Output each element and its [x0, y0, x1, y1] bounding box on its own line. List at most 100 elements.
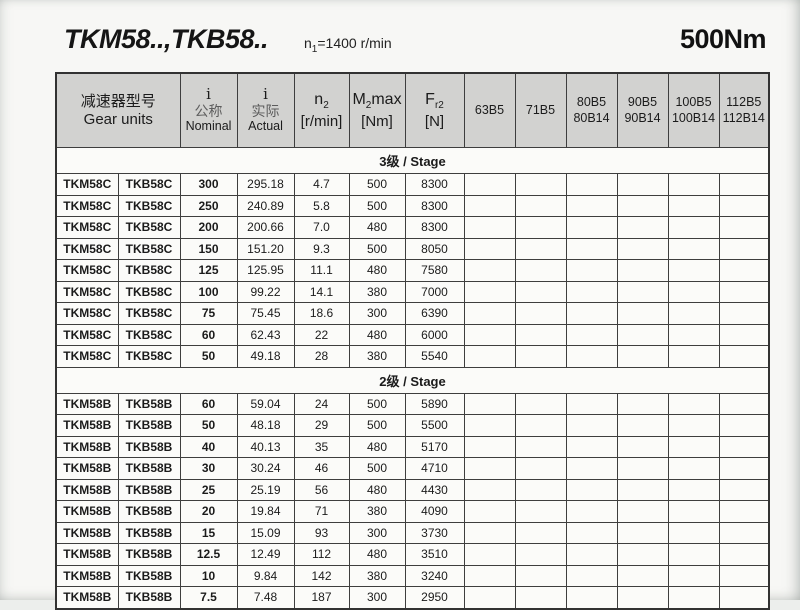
ratio-nominal-value: 12.5 [179, 543, 238, 566]
motor-cell-empty [514, 345, 567, 368]
radial-force-value: 8300 [404, 173, 465, 196]
tkm-model: TKM58C [55, 280, 119, 303]
tkm-model: TKM58B [55, 457, 119, 480]
max-torque-value: 480 [348, 323, 406, 346]
ratio-nominal-value: 15 [179, 521, 238, 544]
col-header-output-speed: n2 [r/min] [293, 72, 350, 148]
motor-cell-empty [718, 564, 770, 587]
tkm-model: TKM58C [55, 323, 119, 346]
motor-cell-empty [718, 302, 770, 325]
motor-cell-empty [565, 259, 618, 282]
max-torque-value: 300 [348, 586, 406, 609]
motor-cell-empty [565, 302, 618, 325]
motor-cell-empty [718, 173, 770, 196]
motor-cell-empty [514, 435, 567, 458]
motor-cell-empty [667, 345, 720, 368]
ratio-nominal-value: 10 [179, 564, 238, 587]
radial-force-value: 8050 [404, 237, 465, 260]
motor-cell-empty [616, 478, 669, 501]
tkb-model: TKB58B [117, 521, 181, 544]
col-header-motor-size: 71B5 [514, 72, 567, 148]
motor-cell-empty [565, 435, 618, 458]
motor-cell-empty [718, 237, 770, 260]
col-header-motor-size: 90B5 90B14 [616, 72, 669, 148]
tkm-model: TKM58B [55, 478, 119, 501]
motor-cell-empty [565, 345, 618, 368]
tkb-model: TKB58C [117, 237, 181, 260]
table-row: TKM58C TKB58C 250 240.89 5.8 500 8300 [55, 194, 770, 217]
output-speed-value: 28 [293, 345, 350, 368]
max-torque-value: 500 [348, 237, 406, 260]
motor-cell-empty [463, 280, 516, 303]
max-torque-value: 300 [348, 302, 406, 325]
motor-cell-empty [565, 564, 618, 587]
tkm-model: TKM58B [55, 435, 119, 458]
col-header-motor-size: 112B5 112B14 [718, 72, 770, 148]
motor-cell-empty [667, 280, 720, 303]
motor-cell-empty [463, 216, 516, 239]
ratio-actual-value: 30.24 [236, 457, 295, 480]
motor-cell-empty [667, 435, 720, 458]
motor-cell-empty [463, 302, 516, 325]
max-torque-value: 500 [348, 414, 406, 437]
table-row: TKM58C TKB58C 75 75.45 18.6 300 6390 [55, 302, 770, 325]
max-torque-value: 500 [348, 173, 406, 196]
ratio-nominal-value: 60 [179, 323, 238, 346]
motor-cell-empty [616, 173, 669, 196]
motor-cell-empty [667, 457, 720, 480]
tkm-model: TKM58C [55, 216, 119, 239]
motor-cell-empty [514, 194, 567, 217]
motor-cell-empty [565, 216, 618, 239]
page-header: TKM58..,TKB58.. n1=1400 r/min 500Nm [64, 24, 767, 60]
col-header-motor-size: 100B5 100B14 [667, 72, 720, 148]
table-row: TKM58B TKB58B 40 40.13 35 480 5170 [55, 435, 770, 458]
motor-cell-empty [667, 586, 720, 609]
radial-force-value: 5890 [404, 392, 465, 415]
output-speed-value: 35 [293, 435, 350, 458]
tkm-model: TKM58B [55, 414, 119, 437]
motor-cell-empty [565, 323, 618, 346]
max-torque-value: 380 [348, 280, 406, 303]
ratio-actual-value: 151.20 [236, 237, 295, 260]
radial-force-value: 5540 [404, 345, 465, 368]
table-row: TKM58C TKB58C 150 151.20 9.3 500 8050 [55, 237, 770, 260]
tkb-model: TKB58C [117, 323, 181, 346]
motor-cell-empty [718, 280, 770, 303]
ratio-actual-value: 19.84 [236, 500, 295, 523]
ratio-nominal-value: 60 [179, 392, 238, 415]
max-torque-value: 480 [348, 543, 406, 566]
output-speed-value: 112 [293, 543, 350, 566]
col-header-gear-units: 减速器型号 Gear units [55, 72, 181, 148]
ratio-actual-value: 75.45 [236, 302, 295, 325]
table-row: TKM58B TKB58B 12.5 12.49 112 480 3510 [55, 543, 770, 566]
tkm-model: TKM58B [55, 392, 119, 415]
motor-cell-empty [616, 323, 669, 346]
motor-cell-empty [514, 216, 567, 239]
ratio-nominal-value: 50 [179, 414, 238, 437]
ratio-actual-value: 240.89 [236, 194, 295, 217]
output-speed-value: 187 [293, 586, 350, 609]
radial-force-value: 5170 [404, 435, 465, 458]
col-header-max-torque: M2max [Nm] [348, 72, 406, 148]
tkb-model: TKB58B [117, 500, 181, 523]
tkm-model: TKM58C [55, 345, 119, 368]
col-header-motor-size: 63B5 [463, 72, 516, 148]
motor-cell-empty [667, 323, 720, 346]
max-torque-value: 500 [348, 194, 406, 217]
tkb-model: TKB58B [117, 586, 181, 609]
motor-cell-empty [463, 323, 516, 346]
motor-cell-empty [463, 414, 516, 437]
ratio-nominal-value: 50 [179, 345, 238, 368]
ratio-actual-value: 48.18 [236, 414, 295, 437]
max-torque-value: 480 [348, 259, 406, 282]
table-row: TKM58B TKB58B 20 19.84 71 380 4090 [55, 500, 770, 523]
ratio-actual-value: 9.84 [236, 564, 295, 587]
tkm-model: TKM58C [55, 259, 119, 282]
motor-cell-empty [463, 345, 516, 368]
tkm-model: TKM58C [55, 302, 119, 325]
motor-cell-empty [667, 500, 720, 523]
table-row: TKM58C TKB58C 100 99.22 14.1 380 7000 [55, 280, 770, 303]
motor-cell-empty [463, 392, 516, 415]
output-speed-value: 142 [293, 564, 350, 587]
tkm-model: TKM58B [55, 586, 119, 609]
